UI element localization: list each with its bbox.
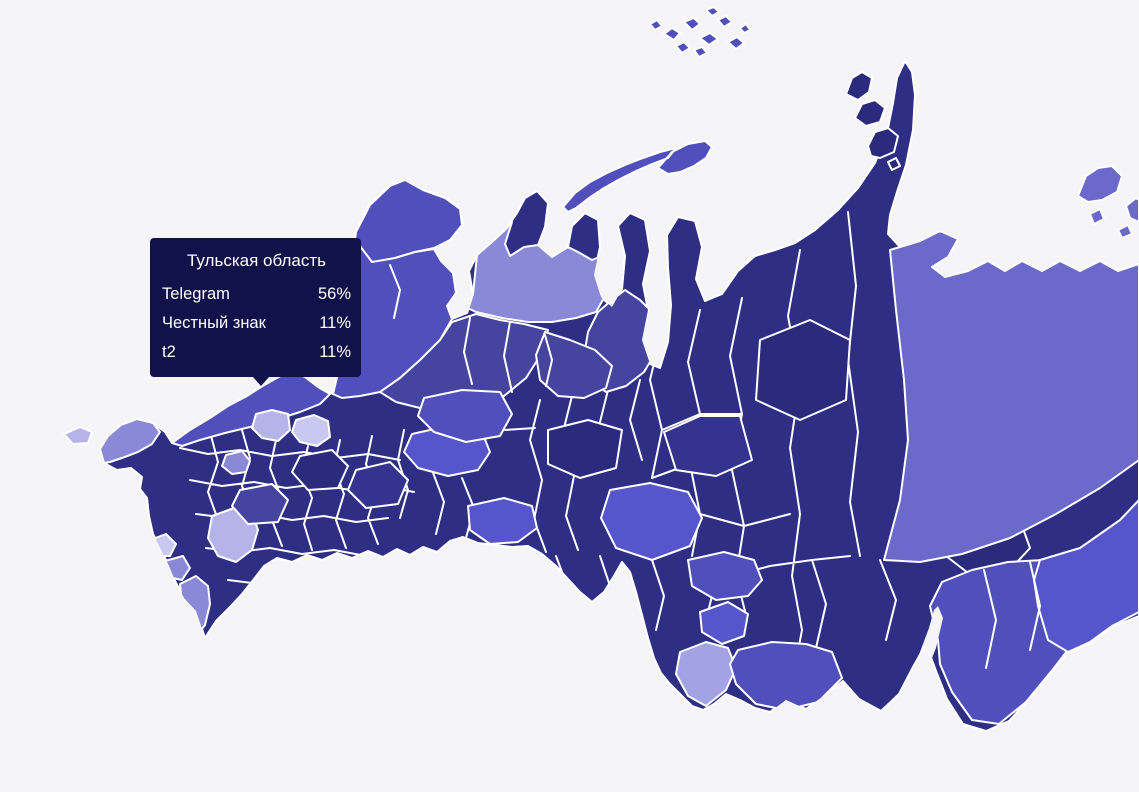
- map-region[interactable]: [699, 601, 749, 645]
- map-region[interactable]: [845, 71, 901, 171]
- tooltip-row-label: Честный знак: [162, 314, 266, 332]
- map-region[interactable]: [171, 370, 331, 447]
- map-region[interactable]: [454, 221, 613, 323]
- map-region[interactable]: [291, 449, 349, 491]
- map-region[interactable]: [600, 482, 703, 561]
- map-region[interactable]: [535, 331, 613, 399]
- map-region[interactable]: [687, 551, 763, 601]
- map-tooltip: Тульская область Telegram 56% Честный зн…: [150, 238, 361, 386]
- map-region[interactable]: [231, 483, 289, 525]
- map-region[interactable]: [221, 450, 251, 475]
- tooltip-region-title: Тульская область: [187, 251, 326, 270]
- tooltip-row-label: Telegram: [162, 285, 230, 303]
- map-region[interactable]: [351, 179, 463, 265]
- map-region[interactable]: [883, 230, 1139, 563]
- tooltip-row-value: 11%: [319, 314, 351, 332]
- map-region[interactable]: [159, 555, 191, 581]
- tooltip-row: Telegram 56%: [162, 280, 351, 309]
- tooltip-row-value: 56%: [317, 285, 351, 303]
- map-region[interactable]: [562, 140, 713, 213]
- tooltip-row: t2 11%: [162, 338, 351, 367]
- map-region[interactable]: [1077, 165, 1139, 239]
- map-region[interactable]: [755, 319, 851, 421]
- tooltip-row-label: t2: [162, 343, 176, 361]
- map-region[interactable]: [179, 575, 211, 635]
- map-region[interactable]: [251, 409, 291, 442]
- map-region[interactable]: [547, 419, 623, 479]
- tooltip-row-value: 11%: [319, 343, 351, 361]
- map-region[interactable]: [347, 461, 409, 509]
- map-region[interactable]: [1033, 499, 1139, 653]
- tooltip-row: Честный знак 11%: [162, 309, 351, 338]
- map-region[interactable]: [291, 414, 331, 447]
- map-region[interactable]: [663, 415, 753, 477]
- map-region[interactable]: [467, 497, 538, 545]
- map-region[interactable]: [649, 6, 751, 58]
- map-region[interactable]: [63, 426, 93, 445]
- region-border-lines: [389, 264, 1041, 669]
- map-region[interactable]: [417, 389, 513, 443]
- map-region[interactable]: [675, 641, 737, 707]
